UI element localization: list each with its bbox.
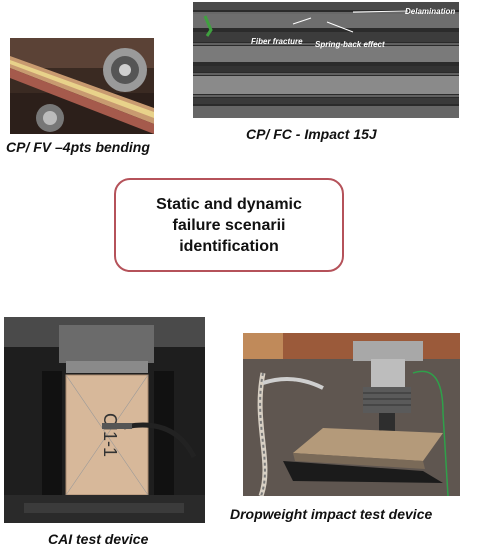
- cai-device-photo: CI1-1: [4, 317, 205, 523]
- box-line-1: Static and dynamic: [156, 195, 302, 213]
- dropweight-caption: Dropweight impact test device: [230, 506, 433, 522]
- failure-scenarii-box: Static and dynamic failure scenarii iden…: [114, 178, 344, 272]
- bending-caption: CP/ FV –4pts bending: [6, 139, 150, 155]
- cai-caption: CAI test device: [48, 531, 149, 547]
- impact-caption: CP/ FC - Impact 15J: [246, 126, 377, 142]
- spring-back-label: Spring-back effect: [315, 40, 385, 49]
- impact-micrograph: Delamination Fiber fracture Spring-back …: [193, 2, 459, 118]
- bending-test-photo: [10, 38, 154, 134]
- dropweight-device-photo: [243, 333, 460, 496]
- fiber-fracture-label: Fiber fracture: [251, 37, 303, 46]
- delamination-label: Delamination: [405, 7, 455, 16]
- box-line-3: identification: [179, 237, 279, 255]
- box-line-2: failure scenarii: [172, 216, 286, 234]
- specimen-marking: CI1-1: [100, 413, 120, 457]
